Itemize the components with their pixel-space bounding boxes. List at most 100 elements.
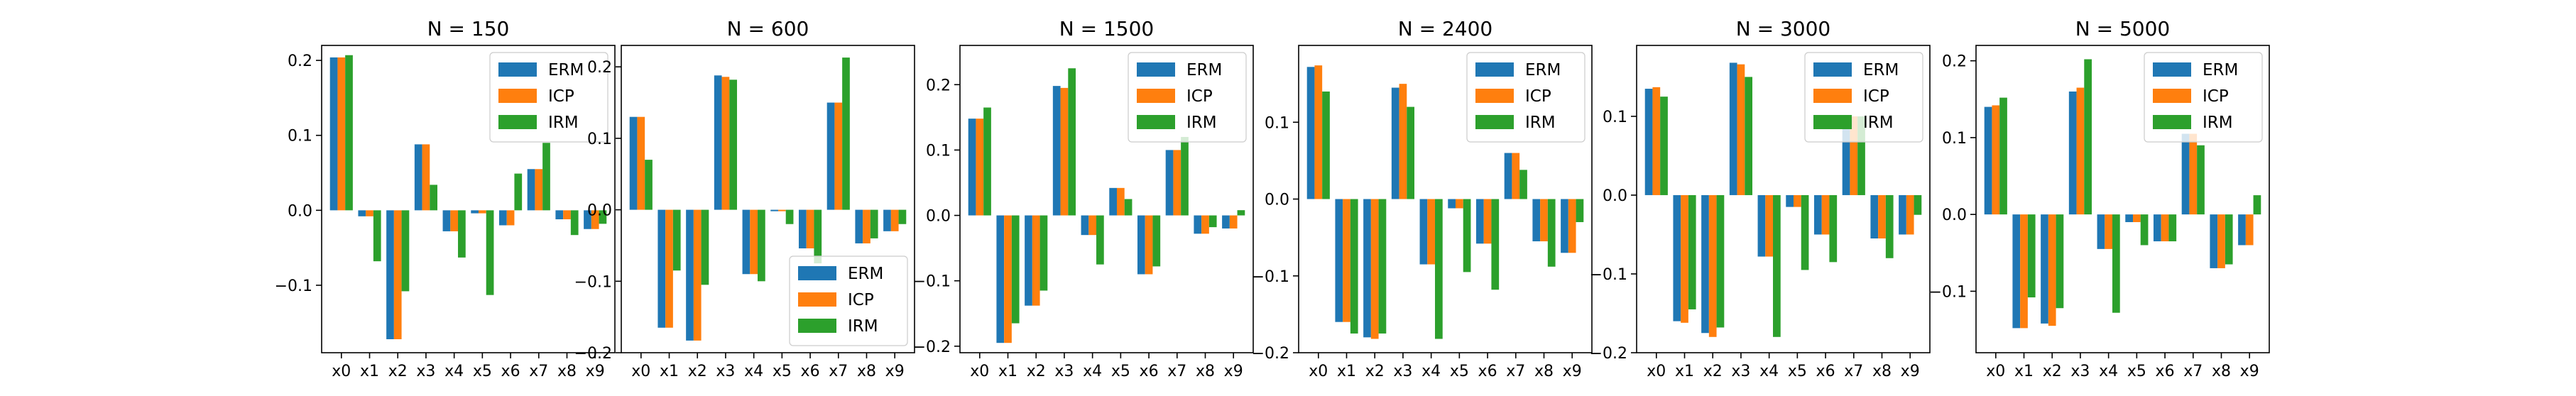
legend-swatch-erm xyxy=(1137,62,1175,77)
series-irm xyxy=(1322,91,1584,339)
x-tick-label: x2 xyxy=(388,363,408,380)
x-tick-label: x6 xyxy=(1816,363,1835,380)
x-tick-label: x8 xyxy=(857,363,876,380)
legend-swatch-irm xyxy=(498,115,537,129)
bar-irm-x9 xyxy=(1576,199,1584,222)
legend: ERM ICP IRM xyxy=(1466,52,1586,143)
legend-swatch-irm xyxy=(1475,115,1514,129)
legend-label-irm: IRM xyxy=(1525,114,1556,132)
y-tick-label: 0.1 xyxy=(1603,109,1627,126)
bar-icp-x8 xyxy=(863,209,871,243)
bar-erm-x3 xyxy=(414,144,422,211)
y-tick-label: 0.0 xyxy=(288,202,312,220)
bar-erm-x8 xyxy=(2210,214,2218,268)
bar-icp-x4 xyxy=(450,210,458,231)
bar-icp-x6 xyxy=(506,210,515,226)
bar-irm-x3 xyxy=(430,185,438,211)
x-tick-label: x1 xyxy=(1675,363,1694,380)
y-tick-label: 0.1 xyxy=(288,128,312,145)
series-icp xyxy=(337,57,599,339)
bar-irm-x1 xyxy=(1011,215,1020,324)
bar-irm-x2 xyxy=(1378,199,1387,334)
series-irm xyxy=(983,68,1245,324)
x-tick-label: x3 xyxy=(416,363,435,380)
bar-erm-x7 xyxy=(1165,150,1174,216)
y-tick-label: −0.1 xyxy=(1590,266,1627,284)
y-tick-label: 0.1 xyxy=(926,142,951,160)
bar-erm-x5 xyxy=(1448,199,1456,209)
bar-icp-x6 xyxy=(2161,214,2169,242)
legend-swatch-erm xyxy=(2153,62,2191,77)
bar-icp-x4 xyxy=(2105,214,2112,249)
bar-irm-x1 xyxy=(1688,194,1696,309)
chart-title: N = 2400 xyxy=(1398,17,1492,40)
x-tick-label: x2 xyxy=(1365,363,1385,380)
bar-icp-x7 xyxy=(535,169,543,211)
legend: ERM ICP IRM xyxy=(2144,52,2263,143)
bar-erm-x6 xyxy=(1137,215,1145,275)
bar-icp-x2 xyxy=(1370,199,1379,339)
bar-icp-x7 xyxy=(1173,150,1181,216)
legend-swatch-icp xyxy=(798,292,836,307)
series-icp xyxy=(637,77,899,341)
bar-erm-x7 xyxy=(2181,133,2190,215)
bar-erm-x8 xyxy=(1870,194,1879,239)
bar-irm-x3 xyxy=(1407,106,1415,199)
bar-erm-x9 xyxy=(1222,215,1230,229)
x-tick-label: x0 xyxy=(1309,363,1328,380)
x-tick-label: x8 xyxy=(2212,363,2231,380)
bar-erm-x6 xyxy=(2153,214,2161,242)
bar-erm-x8 xyxy=(855,209,863,243)
bar-erm-x1 xyxy=(358,210,366,216)
bar-erm-x9 xyxy=(1561,199,1568,253)
bar-erm-x7 xyxy=(527,169,535,211)
series-erm xyxy=(329,57,591,339)
x-tick-label: x4 xyxy=(1421,363,1441,380)
x-tick-label: x6 xyxy=(1140,363,1159,380)
bar-erm-x3 xyxy=(1729,62,1737,195)
x-tick-label: x4 xyxy=(2099,363,2118,380)
bar-irm-x0 xyxy=(1322,91,1330,199)
bar-icp-x2 xyxy=(693,209,702,341)
bar-icp-x2 xyxy=(393,210,402,339)
x-tick-label: x3 xyxy=(1731,363,1750,380)
x-tick-label: x7 xyxy=(1167,363,1186,380)
legend-swatch-irm xyxy=(1813,115,1852,129)
y-tick-label: 0.1 xyxy=(1265,114,1289,132)
bar-icp-x9 xyxy=(1229,215,1238,229)
bar-erm-x4 xyxy=(1419,199,1428,265)
x-tick-label: x3 xyxy=(716,363,735,380)
bar-irm-x4 xyxy=(458,210,466,258)
bar-icp-x3 xyxy=(422,144,430,211)
bar-erm-x0 xyxy=(1984,106,1992,215)
series-erm xyxy=(1306,67,1568,338)
bar-icp-x0 xyxy=(637,116,645,210)
bar-erm-x4 xyxy=(1081,215,1089,236)
bar-irm-x4 xyxy=(1773,194,1781,337)
y-tick-label: −0.1 xyxy=(574,273,612,291)
bar-erm-x5 xyxy=(1786,194,1794,207)
bar-irm-x8 xyxy=(1885,194,1894,258)
bar-erm-x2 xyxy=(686,209,694,341)
legend-label-irm: IRM xyxy=(1863,114,1894,132)
bar-irm-x3 xyxy=(1745,77,1753,195)
bar-icp-x0 xyxy=(337,57,346,211)
legend: ERM ICP IRM xyxy=(1128,52,1247,143)
legend: ERM ICP IRM xyxy=(789,255,908,346)
bar-erm-x5 xyxy=(1109,187,1117,216)
x-tick-label: x5 xyxy=(1450,363,1469,380)
x-tick-label: x3 xyxy=(1054,363,1074,380)
bar-icp-x3 xyxy=(721,77,730,210)
bar-irm-x8 xyxy=(1208,215,1217,228)
series-icp xyxy=(1992,87,2254,329)
legend-swatch-erm xyxy=(498,62,537,77)
bar-icp-x5 xyxy=(777,209,786,211)
bar-icp-x0 xyxy=(1652,87,1661,195)
bar-irm-x1 xyxy=(2027,214,2036,298)
bar-erm-x1 xyxy=(1335,199,1343,322)
y-tick-label: 0.0 xyxy=(926,208,951,226)
bar-icp-x8 xyxy=(1878,194,1886,239)
x-tick-label: x8 xyxy=(557,363,577,380)
subplot-5: 0.1 0.0 −0.1 −0.2 x0 x1 x2 x3 x4 x5 x6 x7 x8 x9 N = 30… xyxy=(1590,17,1931,380)
